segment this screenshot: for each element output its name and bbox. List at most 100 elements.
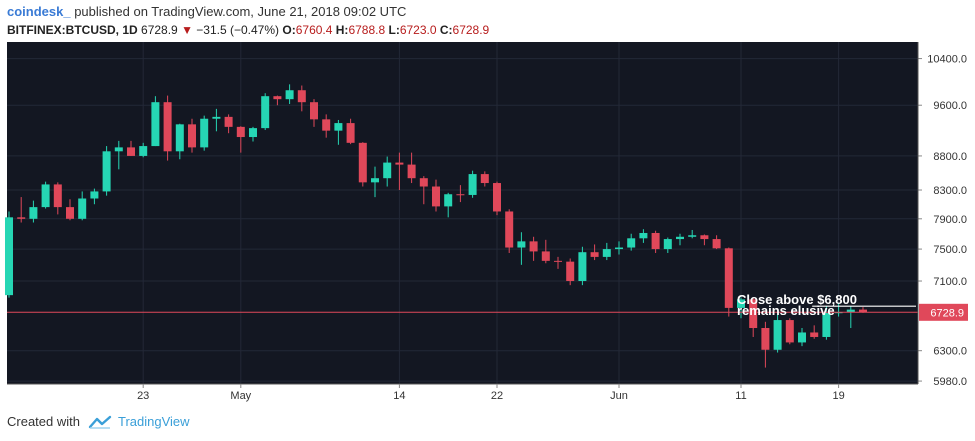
low-label: L: xyxy=(388,23,400,37)
candle-body xyxy=(249,128,257,138)
candle-body xyxy=(102,151,111,192)
candle-body xyxy=(66,207,74,219)
candle-body xyxy=(322,119,331,131)
candle-body xyxy=(505,211,514,248)
y-tick-label: 8300.0 xyxy=(933,185,967,197)
footer: Created with TradingView xyxy=(7,414,190,429)
y-tick-label: 7900.0 xyxy=(933,214,967,226)
candles xyxy=(5,84,867,368)
open-label: O: xyxy=(282,23,296,37)
open-value: 6760.4 xyxy=(295,23,333,37)
candle-body xyxy=(700,235,709,240)
candle-body xyxy=(663,239,672,250)
candle-body xyxy=(151,102,160,147)
high-label: H: xyxy=(335,23,349,37)
candle-body xyxy=(602,249,611,257)
grid xyxy=(7,42,918,384)
candle-body xyxy=(224,116,233,127)
time-axis[interactable]: 23May1422Jun1119Jul9 xyxy=(7,383,975,402)
candle-body xyxy=(639,232,648,239)
candle-body xyxy=(285,90,294,100)
candle-body xyxy=(737,299,745,308)
x-tick-label: 14 xyxy=(393,390,405,402)
candle-body xyxy=(846,309,855,313)
candle-body xyxy=(212,116,221,119)
candle-body xyxy=(444,194,453,207)
published-text: published on TradingView.com, June 21, 2… xyxy=(70,4,407,19)
price-axis[interactable]: 10400.0 9600.0 8800.0 8300.0 7900.0 7500.0 710… xyxy=(917,42,967,388)
candle-body xyxy=(407,164,416,179)
candle-body xyxy=(163,102,172,152)
publisher-name[interactable]: coindesk_ xyxy=(7,4,71,19)
candle-body xyxy=(371,178,379,183)
candle-body xyxy=(627,238,636,248)
symbol-label: BITFINEX:BTCUSD, 1D xyxy=(7,23,138,37)
last-price-badge-text: 6728.9 xyxy=(930,307,964,319)
x-tick-label: 19 xyxy=(832,390,844,402)
candle-body xyxy=(566,261,575,282)
candle-body xyxy=(798,332,806,343)
candle-body xyxy=(493,183,501,212)
tradingview-link[interactable]: TradingView xyxy=(117,414,190,429)
down-arrow-icon: ▼ xyxy=(181,23,193,37)
close-label: C: xyxy=(439,23,453,37)
candle-body xyxy=(529,241,538,252)
price-axis-background xyxy=(918,42,975,384)
candle-body xyxy=(578,252,587,282)
tradingview-logo-icon xyxy=(88,415,112,429)
x-tick-label: May xyxy=(230,390,251,402)
candle-body xyxy=(749,299,758,329)
y-tick-label: 9600.0 xyxy=(933,100,967,112)
candle-body xyxy=(5,217,13,296)
annotation-text-line1: Close above $6,800 xyxy=(737,292,857,307)
created-with-text: Created with xyxy=(7,414,80,429)
candlestick-chart[interactable]: Close above $6,800 remains elusive 10400… xyxy=(0,42,975,408)
price-change: −31.5 (−0.47%) xyxy=(196,23,280,37)
candle-body xyxy=(127,147,135,156)
candle-body xyxy=(261,96,270,129)
plot-background xyxy=(7,42,918,384)
candle-body xyxy=(859,309,867,313)
candle-body xyxy=(712,239,721,249)
candle-body xyxy=(53,184,62,208)
annotation-text-line2: remains elusive xyxy=(737,303,835,318)
candle-body xyxy=(90,191,99,199)
candle-body xyxy=(236,126,245,138)
last-price-badge: 6728.9 xyxy=(919,303,968,321)
candle-body xyxy=(688,235,697,237)
candle-body xyxy=(346,123,355,143)
candle-body xyxy=(590,252,599,257)
candle-body xyxy=(358,142,367,183)
candle-body xyxy=(468,174,477,195)
y-tick-label: 6300.0 xyxy=(933,346,967,358)
candle-body xyxy=(139,146,148,156)
candle-body xyxy=(200,118,209,148)
x-tick-label: 11 xyxy=(735,390,746,402)
candle-body xyxy=(114,147,123,152)
low-value: 6723.0 xyxy=(399,23,437,37)
y-tick-label: 7100.0 xyxy=(933,276,967,288)
candle-body xyxy=(541,251,550,261)
candle-body xyxy=(785,320,794,343)
candle-body xyxy=(419,178,428,187)
candle-body xyxy=(29,207,38,219)
high-value: 6788.8 xyxy=(348,23,386,37)
candle-body xyxy=(432,186,440,207)
candle-body xyxy=(297,90,306,103)
candle-body xyxy=(310,102,318,120)
candle-body xyxy=(41,184,50,208)
candle-body xyxy=(273,96,282,100)
candle-body xyxy=(615,247,623,250)
y-tick-label: 5980.0 xyxy=(933,376,967,388)
candle-body xyxy=(17,217,26,219)
candle-body xyxy=(188,124,196,148)
candle-body xyxy=(175,124,184,152)
y-tick-label: 10400.0 xyxy=(927,54,967,66)
candle-body xyxy=(810,332,819,337)
overlay: Close above $6,800 remains elusive xyxy=(7,292,918,318)
candle-body xyxy=(651,232,660,250)
candle-body xyxy=(383,162,392,179)
close-value: 6728.9 xyxy=(452,23,490,37)
candle-body xyxy=(517,241,526,248)
candle-body xyxy=(456,194,465,196)
